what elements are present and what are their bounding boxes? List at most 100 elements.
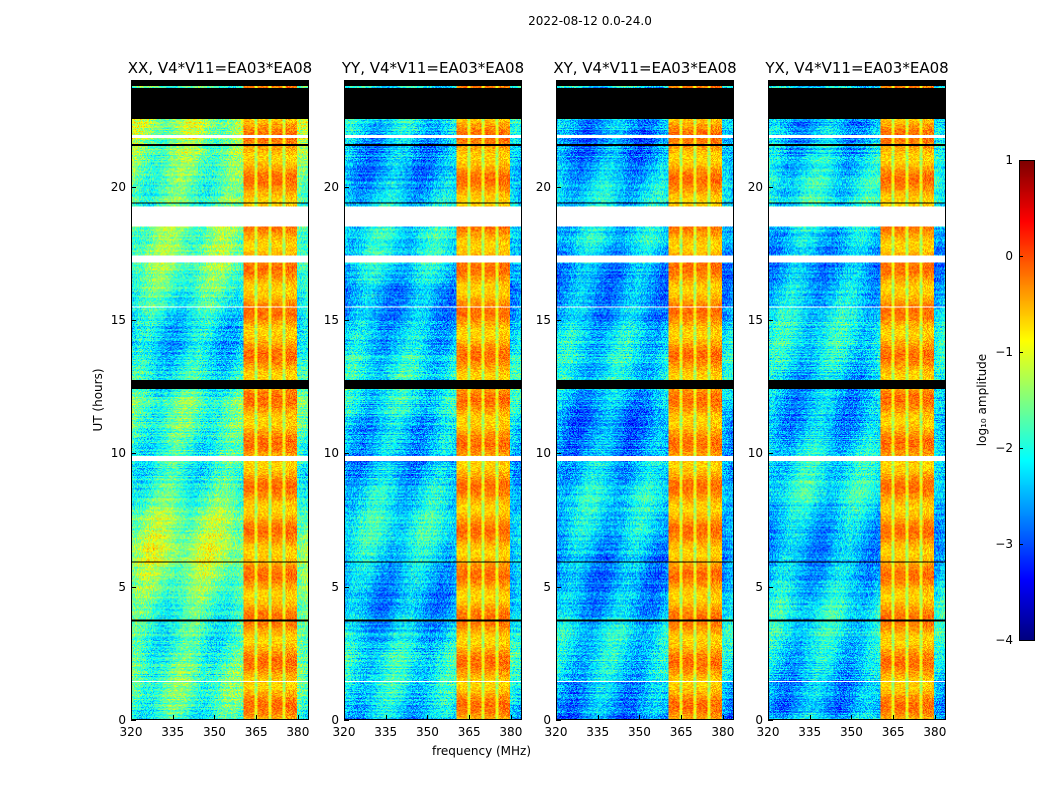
x-tick-mark <box>510 715 512 720</box>
y-tick-mark <box>768 453 773 455</box>
y-tick-mark <box>556 320 561 321</box>
colorbar-tick-mark <box>1019 352 1023 353</box>
y-tick-mark <box>344 720 349 721</box>
y-tick-mark <box>344 320 349 321</box>
x-tick-mark <box>556 715 557 720</box>
colorbar-tick-mark <box>1019 256 1023 257</box>
colorbar-tick-label: −2 <box>995 441 1013 455</box>
x-tick-label: 365 <box>881 725 905 739</box>
heatmap-image <box>769 81 945 719</box>
y-tick-label: 10 <box>747 446 763 461</box>
y-tick-mark <box>344 453 349 455</box>
x-tick-mark <box>768 715 769 720</box>
x-tick-mark <box>893 715 895 720</box>
y-tick-mark <box>556 720 561 721</box>
y-tick-label: 10 <box>110 446 126 461</box>
x-tick-label: 350 <box>839 725 863 739</box>
x-tick-label: 320 <box>544 725 568 739</box>
colorbar-tick-label: −3 <box>995 537 1013 551</box>
panel-title: XX, V4*V11=EA03*EA08 <box>127 59 313 77</box>
colorbar-gradient <box>1020 161 1034 640</box>
y-tick-label: 15 <box>535 313 551 327</box>
x-tick-label: 365 <box>244 725 268 739</box>
y-tick-label: 15 <box>747 313 763 327</box>
x-tick-mark <box>851 715 853 720</box>
heatmap-image <box>132 81 308 719</box>
y-tick-label: 5 <box>543 579 551 594</box>
y-tick-label: 5 <box>331 579 339 594</box>
y-tick-label: 10 <box>323 446 339 461</box>
y-tick-mark <box>131 453 136 455</box>
y-tick-mark <box>131 586 136 588</box>
y-tick-mark <box>768 586 773 588</box>
x-tick-label: 365 <box>457 725 481 739</box>
x-tick-mark <box>344 715 345 720</box>
x-tick-mark <box>256 715 258 720</box>
x-tick-mark <box>722 715 724 720</box>
x-tick-label: 320 <box>332 725 356 739</box>
x-tick-label: 335 <box>374 725 398 739</box>
y-tick-label: 20 <box>110 179 126 194</box>
x-axis-label: frequency (MHz) <box>432 744 532 758</box>
heatmap-panel <box>344 80 522 720</box>
y-tick-mark <box>768 186 773 188</box>
x-tick-label: 335 <box>161 725 185 739</box>
x-tick-mark <box>385 715 387 720</box>
colorbar-label: log₁₀ amplitude <box>975 353 989 447</box>
heatmap-image <box>345 81 521 719</box>
heatmap-panel <box>131 80 309 720</box>
x-tick-mark <box>934 715 936 720</box>
x-tick-label: 380 <box>499 725 523 739</box>
y-tick-label: 20 <box>323 179 339 194</box>
y-tick-mark <box>344 586 349 588</box>
x-tick-mark <box>427 715 429 720</box>
figure-title: 2022-08-12 0.0-24.0 <box>528 14 652 28</box>
x-tick-mark <box>172 715 174 720</box>
colorbar-tick-mark <box>1019 640 1023 641</box>
panel-title: YY, V4*V11=EA03*EA08 <box>341 59 525 77</box>
x-tick-mark <box>214 715 216 720</box>
x-tick-mark <box>639 715 641 720</box>
y-axis-label: UT (hours) <box>91 368 105 432</box>
colorbar-tick-label: 0 <box>1005 249 1013 263</box>
y-tick-mark <box>556 586 561 588</box>
x-tick-label: 320 <box>119 725 143 739</box>
y-tick-label: 20 <box>747 179 763 194</box>
y-tick-label: 0 <box>543 713 551 727</box>
y-tick-mark <box>556 186 561 188</box>
x-tick-mark <box>131 715 132 720</box>
y-tick-mark <box>344 186 349 188</box>
colorbar <box>1019 160 1035 641</box>
colorbar-tick-mark <box>1019 448 1023 449</box>
y-tick-label: 5 <box>755 579 763 594</box>
x-tick-label: 350 <box>202 725 226 739</box>
colorbar-tick-mark <box>1019 544 1023 545</box>
heatmap-panel <box>768 80 946 720</box>
x-tick-mark <box>809 715 811 720</box>
x-tick-label: 380 <box>711 725 735 739</box>
y-tick-mark <box>131 186 136 188</box>
colorbar-tick-label: −4 <box>995 633 1013 647</box>
x-tick-mark <box>681 715 683 720</box>
y-tick-label: 15 <box>323 313 339 327</box>
colorbar-tick-mark <box>1019 160 1023 161</box>
y-tick-label: 10 <box>535 446 551 461</box>
x-tick-mark <box>469 715 471 720</box>
y-tick-label: 0 <box>755 713 763 727</box>
y-tick-mark <box>131 720 136 721</box>
x-tick-label: 350 <box>627 725 651 739</box>
y-tick-label: 0 <box>118 713 126 727</box>
y-tick-mark <box>768 320 773 321</box>
x-tick-label: 320 <box>756 725 780 739</box>
heatmap-panel <box>556 80 734 720</box>
y-tick-mark <box>131 320 136 321</box>
y-tick-mark <box>768 720 773 721</box>
heatmap-image <box>557 81 733 719</box>
y-tick-label: 0 <box>331 713 339 727</box>
x-tick-label: 335 <box>798 725 822 739</box>
panel-title: XY, V4*V11=EA03*EA08 <box>553 59 737 77</box>
x-tick-mark <box>597 715 599 720</box>
x-tick-label: 335 <box>586 725 610 739</box>
x-tick-mark <box>297 715 299 720</box>
